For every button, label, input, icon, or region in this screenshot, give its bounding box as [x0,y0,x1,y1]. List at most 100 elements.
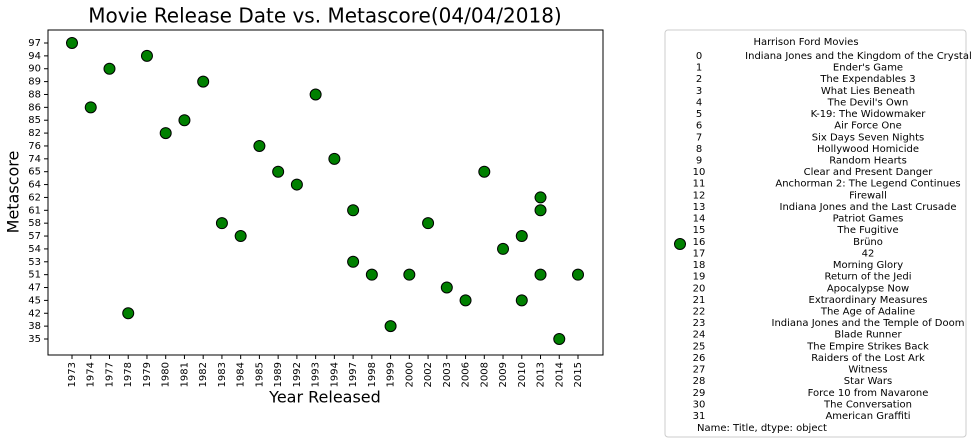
y-tick-label: 90 [28,64,41,75]
legend-entry: Blade Runner [834,330,902,341]
legend-index: 19 [693,272,706,283]
legend-entry: The Conversation [823,399,912,410]
point [253,139,266,152]
x-tick-label: 2003 [442,362,453,387]
legend-entry: Star Wars [844,376,892,387]
legend-index: 7 [696,132,702,143]
y-tick-label: 76 [28,141,41,152]
legend-entry: Hollywood Homicide [817,144,919,155]
x-tick-label: 1985 [254,362,265,387]
point [534,191,547,204]
legend-index: 15 [693,225,706,236]
legend-index: 30 [693,399,706,410]
legend-index: 28 [693,376,706,387]
legend-index: 4 [696,97,702,108]
legend-index: 2 [696,74,702,85]
point [459,294,472,307]
legend-index: 23 [693,318,706,329]
x-tick-label: 1984 [236,362,247,387]
point [347,204,360,217]
y-tick-label: 62 [28,192,41,203]
legend-index: 18 [693,260,706,271]
x-tick-label: 1999 [386,362,397,387]
y-tick-label: 85 [28,115,41,126]
x-tick-label: 2002 [423,362,434,387]
point [197,75,210,88]
legend-index: 25 [693,341,706,352]
y-tick-label: 45 [28,295,41,306]
legend-index: 24 [693,330,706,341]
legend-entry: Ender's Game [833,63,903,74]
legend-index: 14 [693,214,706,225]
y-tick-label: 65 [28,167,41,178]
x-tick-label: 1998 [367,362,378,387]
y-tick-label: 35 [28,334,41,345]
legend-index: 22 [693,306,706,317]
point [515,294,528,307]
point [66,37,78,49]
y-tick-label: 47 [28,283,41,294]
y-tick-label: 97 [28,38,41,49]
legend-index: 17 [693,248,706,259]
legend-index: 11 [693,179,706,190]
legend-entry: The Fugitive [836,225,898,236]
legend-entry: The Age of Adaline [820,306,915,317]
x-tick-label: 1973 [67,362,78,387]
x-tick-label: 2010 [517,362,528,387]
legend-entry: Raiders of the Lost Ark [811,353,925,364]
point [403,268,416,281]
x-tick-label: 2008 [479,362,490,387]
point [272,165,285,178]
legend-title: Harrison Ford Movies [753,37,858,48]
legend-index: 13 [693,202,706,213]
legend-index: 29 [693,388,706,399]
x-tick-label: 2013 [536,362,547,387]
y-tick-label: 88 [28,89,41,100]
legend-entry: Clear and Present Danger [804,167,934,178]
legend-footer: Name: Title, dtype: object [697,423,827,434]
legend-entry: The Devil's Own [827,97,909,108]
legend-entry: Indiana Jones and the Temple of Doom [772,318,965,329]
legend-index: 6 [696,121,702,132]
y-axis-label: Metascore [4,151,23,234]
legend-index: 3 [696,86,702,97]
y-tick-label: 61 [28,205,41,216]
legend-entry: Brüno [853,237,883,248]
x-tick-label: 1980 [161,362,172,387]
y-tick-label: 94 [28,51,41,62]
x-tick-label: 1983 [217,362,228,387]
legend-entry: Witness [848,365,887,376]
x-tick-label: 1978 [123,362,134,387]
point [534,204,547,217]
x-tick-label: 1997 [348,362,359,387]
legend-index: 26 [693,353,706,364]
point [497,242,510,255]
point [478,165,491,178]
legend-entry: Extraordinary Measures [809,295,928,306]
x-tick-label: 2015 [573,362,584,387]
chart-title: Movie Release Date vs. Metascore(04/04/2… [88,4,561,28]
point [290,178,303,191]
x-tick-label: 2014 [554,362,565,387]
y-tick-label: 86 [28,102,41,113]
legend-index: 27 [693,365,706,376]
point [440,281,453,294]
legend-entry: Apocalypse Now [827,283,909,294]
legend-entry: K-19: The Widowmaker [811,109,927,120]
x-tick-label: 2000 [404,362,415,387]
point [309,88,322,101]
point [234,230,247,243]
point [347,255,360,268]
legend-index: 0 [696,51,702,62]
legend-index: 20 [693,283,706,294]
y-tick-label: 38 [28,321,41,332]
x-tick-label: 1977 [104,362,115,387]
point [572,268,584,281]
y-tick-label: 74 [28,154,41,165]
y-tick-label: 42 [28,308,41,319]
legend-entry: Force 10 from Navarone [808,388,929,399]
y-tick-label: 64 [28,180,41,191]
y-tick-label: 58 [28,218,41,229]
point [84,101,97,114]
